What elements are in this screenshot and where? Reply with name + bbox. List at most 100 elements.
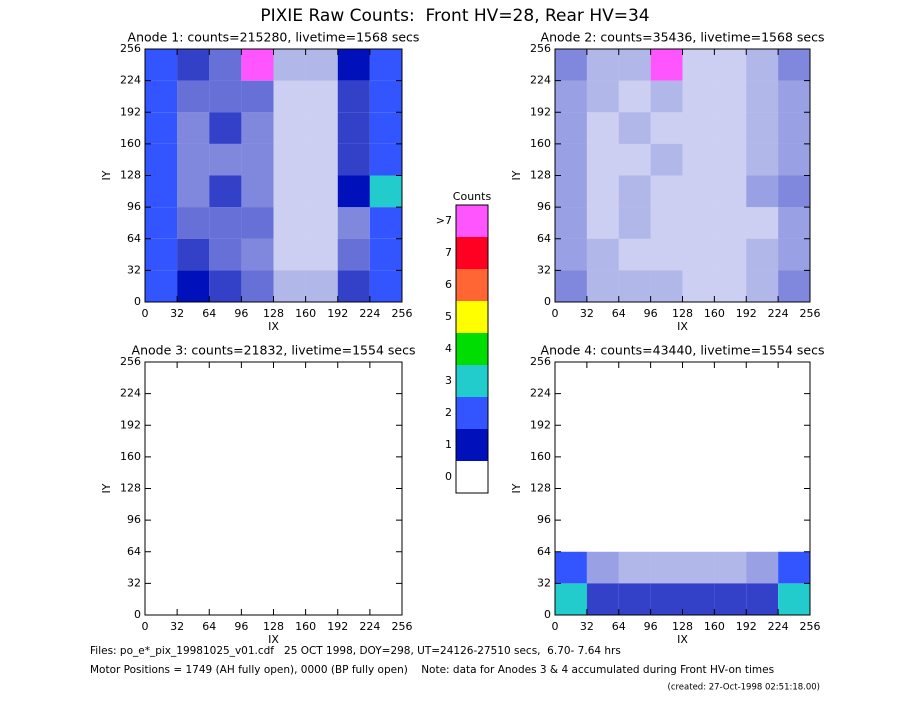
heat-cell [177,520,209,552]
heat-cell [306,394,338,426]
heat-cell [241,175,274,208]
heat-cell [338,425,370,457]
heat-cell [778,207,810,239]
heat-cell [306,425,338,457]
heat-cell [682,175,715,208]
heat-cell [145,80,178,113]
heat-cell [618,238,651,271]
x-tick-label: 160 [295,307,316,320]
heat-cell [682,583,715,615]
x-tick-label: 128 [672,307,693,320]
heat-cell [273,143,306,176]
heat-cell [305,270,338,302]
heat-cell [586,49,619,81]
heat-cell [337,80,370,113]
heat-cell [369,270,402,302]
heat-cell [273,80,306,113]
heat-cell [682,207,715,239]
heat-cell [338,489,370,521]
heat-cell [306,362,338,394]
heat-cell [306,583,338,615]
heat-cell [145,112,178,144]
heat-cell [555,362,587,394]
x-tick-label: 160 [704,307,725,320]
panel-title: Anode 3: counts=21832, livetime=1554 sec… [132,343,416,358]
colorbar-label: 2 [445,406,452,419]
heat-cell [305,112,338,144]
heat-cell [241,49,274,81]
heat-cell [145,552,177,584]
heat-cell [618,270,651,302]
heat-cell [618,583,651,615]
heat-cell [145,520,177,552]
heat-cell [746,520,778,552]
footer-line: Motor Positions = 1749 (AH fully open), … [90,664,774,676]
heat-cell [369,238,402,271]
heat-cell [746,425,778,457]
heat-cell [586,551,619,584]
x-tick-label: 96 [644,307,658,320]
heat-cell [555,457,587,489]
colorbar-swatch [456,365,488,397]
y-tick-label: 0 [134,295,141,308]
heat-cell [209,394,241,426]
x-tick-label: 32 [580,620,594,633]
heat-cell [682,112,715,144]
x-tick-label: 192 [327,620,348,633]
colorbar-label: 1 [445,438,452,451]
heat-cell [586,583,619,615]
x-tick-label: 32 [580,307,594,320]
heat-cell [370,520,402,552]
heat-cell [714,583,747,615]
heat-cell [305,238,338,271]
heat-cell [651,489,683,521]
x-tick-label: 256 [800,620,821,633]
heat-cell [306,520,338,552]
heat-cell [177,112,210,144]
y-tick-label: 32 [127,263,141,276]
heat-cell [145,175,178,208]
heat-cell [305,175,338,208]
heat-cell [778,143,810,176]
heat-cell [650,238,683,271]
heat-cell [305,143,338,176]
x-tick-label: 160 [704,620,725,633]
heat-cell [651,362,683,394]
heat-cell [177,143,210,176]
heat-cell [587,425,619,457]
heat-cell [337,143,370,176]
y-axis-label: IY [510,170,523,180]
heat-cell [619,425,651,457]
heat-cell [746,238,779,271]
heat-cell [209,238,242,271]
y-tick-label: 64 [537,545,551,558]
y-tick-label: 64 [127,545,141,558]
heat-cell [274,394,306,426]
heat-cell [209,552,241,584]
heat-cell [651,520,683,552]
heat-cell [177,238,210,271]
heat-cell [618,80,651,113]
x-axis-label: IX [677,320,688,333]
heat-cell [337,238,370,271]
heat-cell [337,207,370,239]
heat-cell [274,457,306,489]
footer-line: Files: po_e*_pix_19981025_v01.cdf 25 OCT… [90,645,621,657]
heat-cell [555,551,587,584]
heat-cell [145,457,177,489]
x-tick-label: 192 [327,307,348,320]
heat-cell [209,207,242,239]
heat-cell [338,394,370,426]
heat-cell [618,49,651,81]
colorbar-frame [455,204,489,494]
heat-cell [145,143,178,176]
heat-cell [370,457,402,489]
y-tick-label: 256 [530,42,551,55]
heat-cell [305,49,338,81]
y-tick-label: 224 [120,74,141,87]
heat-cell [241,112,274,144]
heat-cell [619,489,651,521]
colorbar-label: >7 [436,214,452,227]
heat-cell [746,175,779,208]
heat-cell [778,112,810,144]
